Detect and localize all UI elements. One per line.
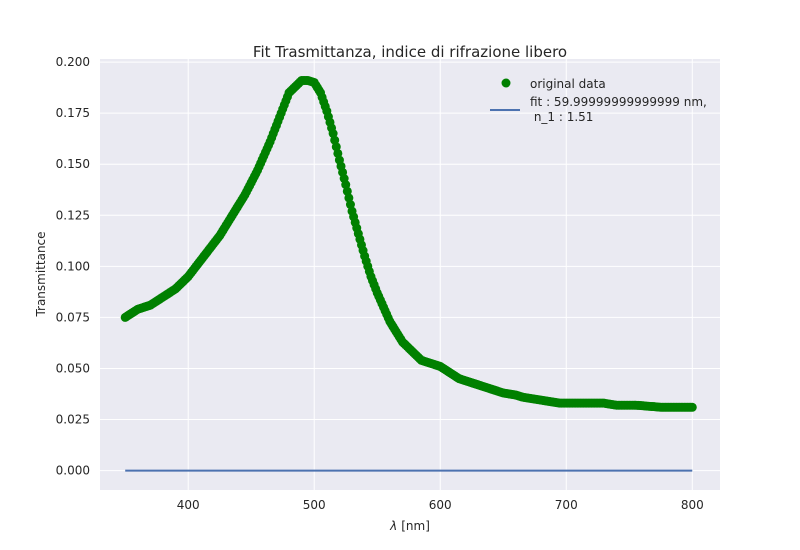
y-axis-label: Transmittance: [34, 231, 48, 317]
legend: original data fit : 59.99999999999999 nm…: [490, 77, 711, 124]
legend-label-original-data: original data: [530, 77, 606, 91]
y-tick-label: 0.050: [56, 361, 90, 375]
x-tick-label: 400: [177, 498, 200, 512]
y-tick-label: 0.125: [56, 208, 90, 222]
y-tick-label: 0.200: [56, 55, 90, 69]
x-tick-label: 500: [303, 498, 326, 512]
x-axis-label-unit: [nm]: [401, 519, 430, 533]
plot-area: [100, 59, 720, 490]
y-tick-label: 0.175: [56, 106, 90, 120]
legend-marker-original-data: [501, 78, 511, 88]
x-tick-label: 800: [681, 498, 704, 512]
y-tick-label: 0.025: [56, 413, 90, 427]
axis-ticks: 400 500 600 700 800 0.000 0.025 0.050 0.075 0.100…: [56, 55, 704, 512]
y-tick-label: 0.075: [56, 310, 90, 324]
y-tick-label: 0.150: [56, 157, 90, 171]
y-tick-label: 0.100: [56, 259, 90, 273]
grid: [100, 59, 720, 490]
x-tick-label: 700: [555, 498, 578, 512]
data-point: [687, 402, 697, 412]
legend-label-fit-line-2: n_1 : 1.51: [530, 110, 593, 124]
legend-label-fit: fit : 59.99999999999999 nm, n_1 : 1.51: [530, 95, 711, 124]
legend-label-fit-line-1: fit : 59.99999999999999 nm,: [530, 95, 707, 109]
original-data-series: [120, 75, 697, 412]
chart-title: Fit Trasmittanza, indice di rifrazione l…: [253, 43, 567, 61]
x-axis-label-symbol: λ: [389, 519, 397, 533]
x-tick-label: 600: [429, 498, 452, 512]
x-axis-label: λ [nm]: [389, 519, 430, 533]
y-tick-label: 0.000: [56, 464, 90, 478]
